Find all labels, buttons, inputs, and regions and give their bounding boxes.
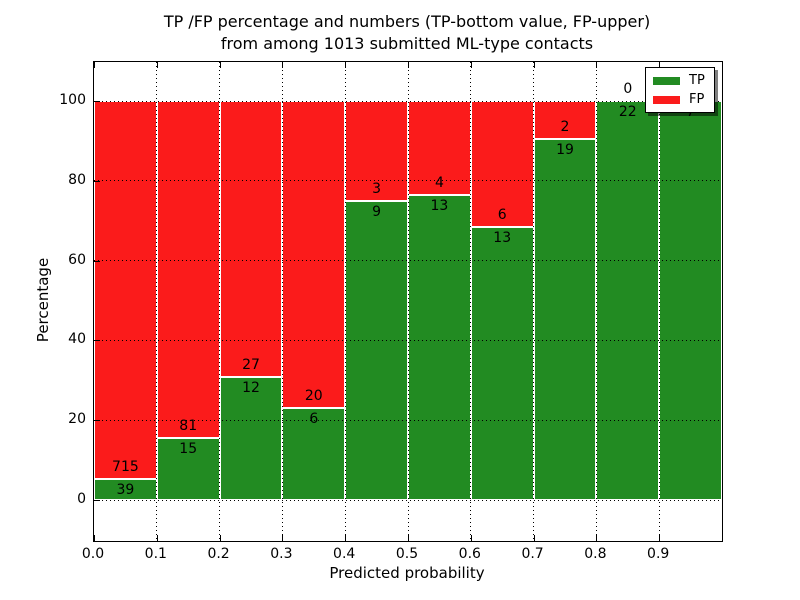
bar-tp-segment — [282, 407, 346, 500]
bar-tp-count-label: 13 — [430, 197, 449, 214]
y-tick-label: 0 — [77, 491, 86, 507]
y-tick-label: 80 — [68, 171, 86, 188]
x-tick — [219, 62, 221, 68]
bar-tp-segment — [596, 101, 660, 500]
bar-tp-segment — [408, 194, 471, 500]
chart-title: TP /FP percentage and numbers (TP-bottom… — [7, 11, 800, 55]
bar-tp-segment — [219, 377, 283, 500]
bar-tp-count-label: 12 — [242, 380, 260, 397]
y-tick-label: 40 — [68, 331, 86, 348]
x-tick — [596, 62, 598, 68]
x-tick — [533, 535, 535, 541]
x-tick — [156, 535, 158, 541]
y-tick-label: 100 — [59, 92, 86, 108]
gridline-vertical — [219, 62, 221, 541]
bar-tp-count-label: 9 — [372, 203, 382, 220]
bar-fp-count-label: 20 — [304, 387, 323, 404]
legend-row-fp: FP — [653, 93, 708, 106]
y-tick — [94, 180, 100, 182]
x-tick-label: 0.8 — [584, 546, 607, 562]
legend-label-fp: FP — [689, 92, 705, 107]
gridline-vertical — [281, 62, 283, 541]
x-tick-label: 0.0 — [81, 546, 105, 562]
bar-tp-segment — [659, 101, 722, 500]
x-tick — [659, 62, 661, 68]
x-tick — [659, 535, 661, 541]
x-tick — [408, 62, 409, 68]
y-tick — [94, 500, 100, 501]
plot-area: 71539811527122063941361321902207 — [93, 61, 723, 542]
legend-label-tp: TP — [689, 73, 705, 88]
gridline-vertical — [407, 62, 409, 541]
x-tick — [470, 62, 472, 68]
bar-fp-count-label: 3 — [372, 180, 382, 197]
y-tick — [94, 340, 100, 342]
bar-fp-segment — [219, 101, 283, 378]
y-tick-label: 60 — [68, 251, 86, 268]
gridline-vertical — [595, 62, 597, 541]
bar-fp-count-label: 27 — [242, 357, 260, 374]
y-axis-label: Percentage — [34, 257, 52, 343]
x-tick-label: 0.2 — [207, 546, 230, 562]
x-tick-label: 0.3 — [270, 546, 293, 562]
bar-fp-segment — [94, 101, 157, 480]
bar-fp-count-label: 715 — [112, 459, 139, 476]
x-tick — [408, 535, 409, 541]
gridline-vertical — [658, 62, 660, 541]
x-tick-label: 0.4 — [333, 546, 356, 562]
bar-tp-count-label: 6 — [309, 410, 319, 427]
x-tick-label: 0.5 — [395, 546, 419, 562]
y-tick — [94, 101, 100, 102]
bar-tp-segment — [345, 200, 408, 500]
legend-swatch-tp — [653, 76, 680, 85]
x-tick — [282, 535, 284, 541]
x-tick — [345, 62, 347, 68]
y-tick — [94, 420, 100, 422]
bar-fp-count-label: 4 — [434, 174, 444, 191]
x-axis-label: Predicted probability — [329, 564, 485, 582]
bar-fp-segment — [156, 101, 220, 438]
x-tick-label: 0.1 — [144, 546, 167, 562]
y-tick — [94, 260, 100, 262]
x-tick — [156, 62, 158, 68]
legend-swatch-fp — [653, 95, 680, 104]
x-tick — [533, 62, 535, 68]
bar-tp-count-label: 22 — [618, 104, 637, 120]
x-tick — [94, 62, 95, 68]
bar-tp-count-label: 13 — [493, 230, 512, 246]
x-tick — [219, 535, 221, 541]
x-tick-label: 0.6 — [458, 546, 481, 562]
legend: TP FP — [645, 67, 715, 113]
bar-tp-segment — [156, 437, 220, 500]
x-tick — [596, 535, 598, 541]
bar-tp-count-label: 19 — [556, 142, 574, 158]
legend-row-tp: TP — [653, 74, 708, 87]
bar-tp-segment — [470, 227, 534, 500]
chart-title-line-2: from among 1013 submitted ML-type contac… — [220, 34, 594, 53]
bar-fp-count-label: 2 — [560, 119, 570, 135]
x-tick-label: 0.7 — [521, 546, 544, 562]
gridline-vertical — [344, 62, 346, 541]
bar-tp-count-label: 15 — [179, 440, 198, 457]
bar-fp-count-label: 81 — [179, 417, 198, 434]
bar-tp-segment — [533, 139, 597, 500]
bar-tp-count-label: 39 — [116, 482, 135, 499]
y-tick-label: 20 — [68, 411, 86, 428]
bar-fp-count-label: 6 — [497, 207, 507, 223]
x-tick — [470, 535, 472, 541]
chart-title-line-1: TP /FP percentage and numbers (TP-bottom… — [163, 12, 651, 31]
x-tick — [345, 535, 347, 541]
bar-fp-segment — [282, 101, 346, 408]
bar-fp-segment — [533, 101, 597, 139]
x-tick-label: 0.9 — [647, 546, 670, 562]
x-tick — [94, 535, 95, 541]
gridline-vertical — [156, 62, 158, 541]
gridline-vertical — [533, 62, 535, 541]
gridline-vertical — [470, 62, 472, 541]
bar-fp-count-label: 0 — [623, 81, 633, 97]
x-tick — [282, 62, 284, 68]
